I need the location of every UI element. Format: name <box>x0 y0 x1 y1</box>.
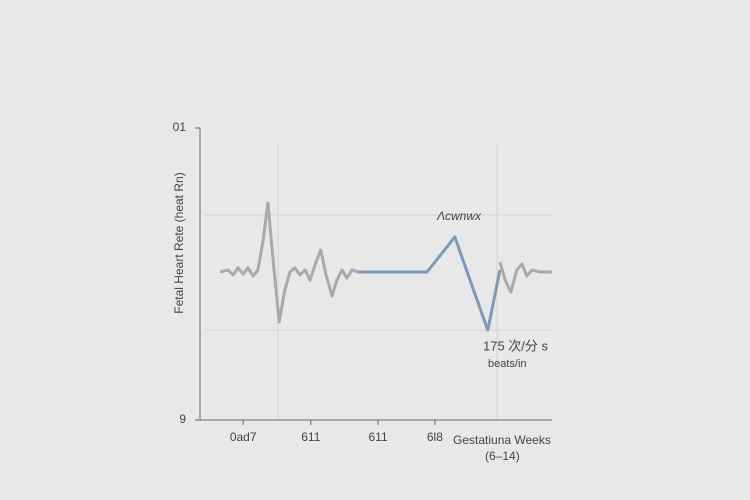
annotation: Λcwnwx <box>436 209 482 223</box>
x-axis-label: Gestatiuna Weeks <box>453 433 551 447</box>
line-series <box>358 235 502 332</box>
x-axis-label-sub: (6–14) <box>485 449 520 463</box>
line-series <box>219 201 359 324</box>
x-tick-label: 6l8 <box>427 430 443 444</box>
y-tick-label: 9 <box>179 412 186 426</box>
x-tick-label: 611 <box>301 430 320 444</box>
line-series <box>498 261 552 294</box>
x-tick-label: 0ad7 <box>230 430 257 444</box>
y-axis-label: Fetal Heart Rete (heat Rn) <box>172 172 186 313</box>
y-tick-label: 01 <box>173 120 187 134</box>
x-tick-label: 611 <box>368 430 387 444</box>
annotation: beats/in <box>488 358 527 370</box>
annotation: 175 次/分 s <box>483 338 549 353</box>
